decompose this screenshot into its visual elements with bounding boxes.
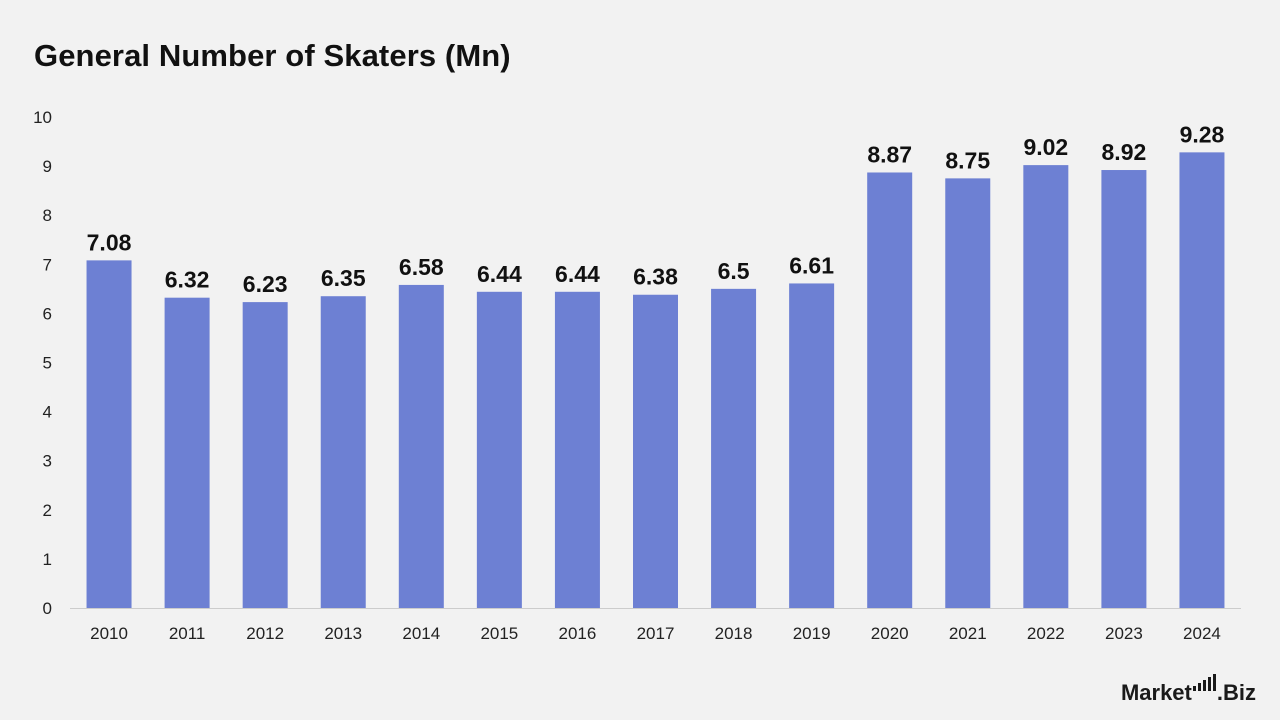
y-tick-label: 7 <box>43 255 52 274</box>
bar <box>789 283 835 608</box>
x-tick-label: 2018 <box>715 624 753 643</box>
data-label: 8.87 <box>867 141 912 167</box>
y-tick-label: 1 <box>43 550 52 569</box>
data-label: 9.28 <box>1180 121 1225 147</box>
data-label: 6.44 <box>477 261 522 287</box>
x-tick-label: 2020 <box>871 624 909 643</box>
logo-text-biz: .Biz <box>1216 680 1256 705</box>
data-labels: 7.08 6.32 6.23 6.35 6.58 6.44 6.44 6.38 6.5 6.61 8… <box>87 121 1225 297</box>
data-label: 6.38 <box>633 264 678 290</box>
bar <box>867 172 913 608</box>
data-label: 6.58 <box>399 254 444 280</box>
chart-title: General Number of Skaters (Mn) <box>34 38 511 73</box>
y-tick-label: 4 <box>43 403 52 422</box>
bar <box>86 260 132 608</box>
data-label: 6.5 <box>718 258 750 284</box>
y-tick-label: 5 <box>43 354 52 373</box>
y-axis-ticks: 0 1 2 3 4 5 6 7 8 9 10 <box>33 108 52 618</box>
marketbiz-logo: Market .Biz <box>1121 674 1256 706</box>
x-tick-label: 2011 <box>169 624 206 643</box>
x-tick-label: 2016 <box>559 624 597 643</box>
y-tick-label: 8 <box>43 206 52 225</box>
data-label: 6.32 <box>165 267 210 293</box>
x-tick-label: 2013 <box>324 624 362 643</box>
bars <box>86 152 1225 609</box>
x-tick-label: 2017 <box>637 624 675 643</box>
bar <box>398 284 444 608</box>
data-label: 6.61 <box>789 252 834 278</box>
y-tick-label: 10 <box>33 108 52 127</box>
logo-bars-icon <box>1192 674 1216 691</box>
x-tick-label: 2019 <box>793 624 831 643</box>
data-label: 8.92 <box>1102 139 1147 165</box>
x-axis-ticks: 2010 2011 2012 2013 2014 2015 2016 2017 2018 2019… <box>90 624 1221 643</box>
data-label: 6.44 <box>555 261 600 287</box>
bar <box>945 178 991 608</box>
y-tick-label: 2 <box>43 501 52 520</box>
bar <box>320 296 366 608</box>
x-tick-label: 2015 <box>480 624 518 643</box>
data-label: 6.35 <box>321 265 366 291</box>
bar <box>633 294 678 608</box>
x-tick-label: 2014 <box>402 624 440 643</box>
y-tick-label: 3 <box>43 452 52 471</box>
bar <box>554 291 600 608</box>
data-label: 7.08 <box>87 229 132 255</box>
x-tick-label: 2010 <box>90 624 128 643</box>
y-tick-label: 6 <box>43 304 52 323</box>
x-tick-label: 2024 <box>1183 624 1221 643</box>
data-label: 6.23 <box>243 271 288 297</box>
x-tick-label: 2012 <box>246 624 284 643</box>
bar <box>1101 170 1147 608</box>
bar <box>476 291 522 608</box>
data-label: 8.75 <box>945 147 990 173</box>
data-label: 9.02 <box>1023 134 1068 160</box>
bar <box>1023 165 1069 609</box>
bar <box>711 288 757 608</box>
bar <box>1179 152 1225 609</box>
logo-text-market: Market <box>1120 680 1192 705</box>
bar <box>164 297 210 608</box>
x-tick-label: 2021 <box>949 624 987 643</box>
x-tick-label: 2023 <box>1105 624 1143 643</box>
bar <box>242 302 288 608</box>
y-tick-label: 9 <box>43 157 52 176</box>
x-tick-label: 2022 <box>1027 624 1065 643</box>
y-tick-label: 0 <box>43 599 52 618</box>
